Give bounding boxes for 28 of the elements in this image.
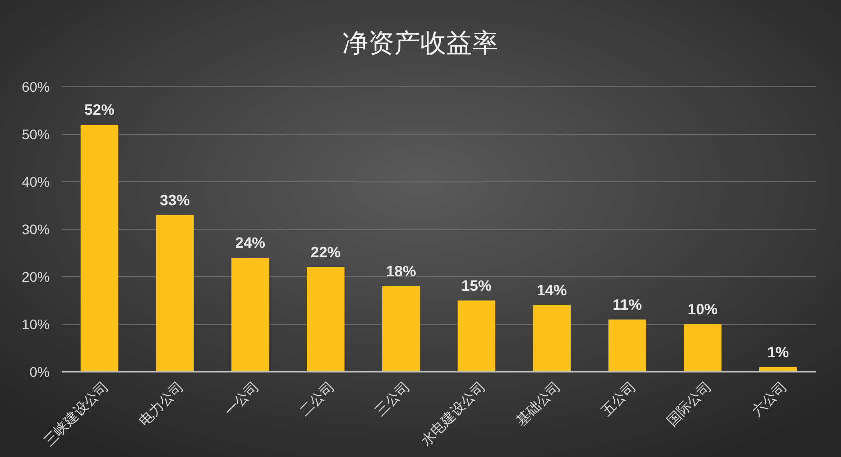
data-label: 10% (688, 302, 718, 318)
y-tick-label: 20% (22, 268, 50, 285)
x-tick-label: 三公司 (372, 378, 414, 420)
x-tick-label: 三峡建设公司 (41, 378, 112, 450)
data-label: 1% (767, 344, 790, 362)
y-tick-label: 10% (22, 316, 50, 332)
x-tick-label: 基础公司 (513, 378, 564, 430)
x-tick-label: 国际公司 (664, 378, 716, 430)
y-tick-label: 60% (22, 78, 50, 95)
y-tick-label: 50% (22, 126, 50, 142)
data-label: 33% (160, 192, 190, 210)
y-tick-label: 0% (30, 364, 50, 380)
data-label: 22% (310, 244, 341, 262)
x-tick-label: 电力公司 (136, 378, 188, 430)
data-label: 14% (537, 282, 568, 300)
y-tick-label: 30% (22, 221, 50, 238)
x-tick-label: 水电建设公司 (418, 378, 489, 450)
y-tick-label: 40% (22, 174, 50, 190)
data-label: 52% (84, 102, 115, 119)
chart-title: 净资产收益率 (342, 29, 498, 59)
x-tick-label: 一公司 (222, 378, 263, 420)
data-label: 15% (462, 278, 492, 295)
data-label: 11% (612, 296, 642, 314)
data-label: 24% (235, 235, 266, 252)
data-label: 18% (386, 264, 416, 280)
x-tick-label: 六公司 (750, 378, 791, 420)
x-tick-label: 五公司 (598, 378, 640, 420)
x-tick-label: 二公司 (297, 378, 338, 420)
